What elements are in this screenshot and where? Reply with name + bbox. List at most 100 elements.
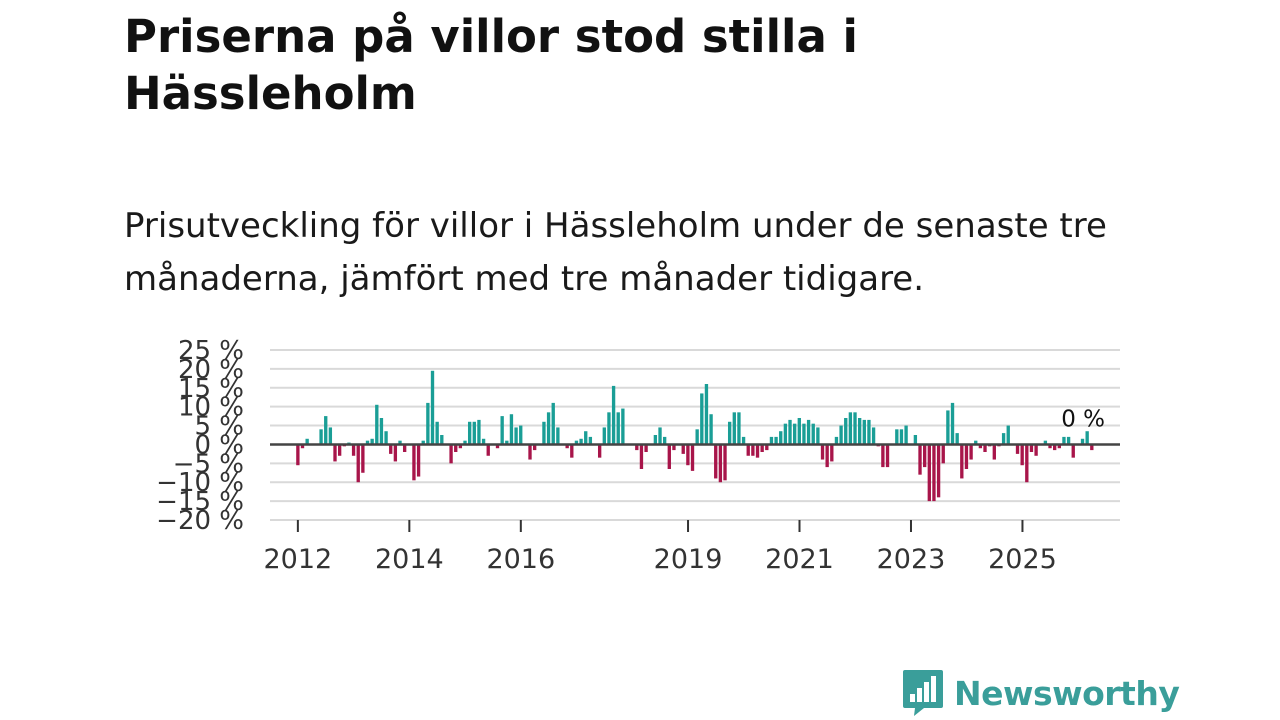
x-tick-label: 2025 bbox=[988, 544, 1057, 575]
data-bar bbox=[1006, 425, 1010, 445]
y-tick-label: 20 % bbox=[178, 355, 244, 385]
data-bar bbox=[477, 419, 481, 445]
data-bar bbox=[690, 444, 695, 471]
data-bar bbox=[769, 436, 774, 445]
data-bar bbox=[941, 444, 945, 464]
data-bar bbox=[737, 412, 741, 445]
data-bar bbox=[635, 444, 639, 451]
data-bar bbox=[440, 435, 444, 445]
data-bar bbox=[816, 427, 820, 445]
data-bar bbox=[746, 444, 750, 456]
data-bar bbox=[844, 418, 848, 445]
data-bar bbox=[899, 429, 904, 445]
data-bar bbox=[616, 412, 620, 445]
data-bar bbox=[885, 444, 890, 468]
chart-subtitle: Prisutveckling för villor i Hässleholm u… bbox=[124, 206, 1107, 299]
data-bar bbox=[830, 444, 834, 462]
data-bar bbox=[430, 370, 435, 445]
data-bar bbox=[714, 444, 718, 479]
data-bar bbox=[946, 410, 950, 445]
data-bar bbox=[1053, 444, 1057, 451]
data-bar bbox=[351, 444, 356, 456]
data-bar bbox=[964, 444, 969, 469]
data-bar bbox=[672, 444, 676, 451]
data-bar bbox=[542, 421, 546, 445]
data-bar bbox=[881, 444, 885, 468]
data-bar bbox=[389, 444, 393, 454]
data-bar bbox=[370, 438, 374, 445]
data-bar bbox=[449, 444, 453, 464]
y-tick-label: −10 % bbox=[156, 468, 244, 498]
data-bar bbox=[1090, 444, 1094, 451]
data-bar bbox=[458, 444, 463, 449]
data-bar bbox=[834, 436, 839, 445]
data-bar bbox=[1020, 444, 1024, 466]
data-bar bbox=[681, 444, 685, 454]
data-bar bbox=[653, 435, 658, 445]
data-bar bbox=[584, 431, 588, 445]
data-bar bbox=[305, 438, 309, 445]
data-bar bbox=[741, 436, 746, 445]
bar-chart: 25 %20 %15 %10 %5 %0 %−5 %−10 %−15 %−20 … bbox=[156, 336, 1120, 575]
data-bar bbox=[300, 444, 305, 449]
data-bar bbox=[1048, 444, 1052, 449]
data-bar bbox=[337, 444, 342, 456]
data-bar bbox=[867, 419, 871, 445]
data-bar bbox=[639, 444, 644, 469]
data-bar bbox=[774, 436, 778, 445]
data-bar bbox=[402, 444, 407, 452]
data-bar bbox=[324, 416, 328, 445]
data-bar bbox=[621, 408, 625, 445]
data-bar bbox=[667, 444, 671, 469]
data-bar bbox=[704, 384, 709, 445]
data-bar bbox=[783, 423, 788, 445]
data-bar bbox=[435, 421, 439, 445]
data-bar bbox=[1066, 436, 1071, 445]
data-bar bbox=[463, 440, 467, 445]
data-bar bbox=[839, 425, 843, 445]
data-bar bbox=[658, 427, 662, 445]
data-bar bbox=[932, 444, 936, 502]
data-bar bbox=[398, 440, 402, 445]
data-bar bbox=[960, 444, 964, 479]
data-bar bbox=[918, 444, 922, 475]
data-bar bbox=[732, 412, 736, 445]
data-bar bbox=[384, 431, 388, 445]
data-bar bbox=[792, 423, 797, 445]
data-bar bbox=[760, 444, 764, 452]
y-tick-label: 25 % bbox=[178, 336, 244, 366]
data-bar bbox=[570, 444, 574, 458]
data-bar bbox=[467, 421, 472, 445]
data-bar bbox=[481, 438, 486, 445]
data-bar bbox=[602, 427, 606, 445]
data-bar bbox=[1025, 444, 1029, 483]
data-bar bbox=[700, 393, 704, 445]
data-bar bbox=[723, 444, 727, 481]
data-bar bbox=[1062, 436, 1066, 445]
x-tick-label: 2014 bbox=[375, 544, 444, 575]
data-bar bbox=[853, 412, 857, 445]
data-bar bbox=[1015, 444, 1020, 454]
data-bar bbox=[857, 418, 862, 445]
data-bar bbox=[969, 444, 973, 460]
data-bar bbox=[556, 427, 560, 445]
data-bar bbox=[983, 444, 987, 452]
data-bar bbox=[532, 444, 537, 451]
data-bar bbox=[755, 444, 760, 458]
data-bar bbox=[509, 414, 514, 445]
x-tick-label: 2016 bbox=[486, 544, 555, 575]
data-bar bbox=[727, 421, 732, 445]
data-bar bbox=[472, 421, 476, 445]
newsworthy-logo-icon bbox=[903, 670, 943, 716]
data-bar bbox=[811, 423, 815, 445]
y-tick-label: −20 % bbox=[156, 506, 244, 536]
data-bar bbox=[644, 444, 648, 452]
data-bar bbox=[551, 402, 555, 445]
x-tick-label: 2012 bbox=[264, 544, 333, 575]
data-bar bbox=[361, 444, 365, 473]
data-bar bbox=[950, 402, 955, 445]
data-bar bbox=[978, 444, 983, 449]
data-bar bbox=[333, 444, 337, 462]
data-bar bbox=[788, 419, 792, 445]
chart-title: Priserna på villor stod stilla i Hässleh… bbox=[124, 10, 858, 120]
